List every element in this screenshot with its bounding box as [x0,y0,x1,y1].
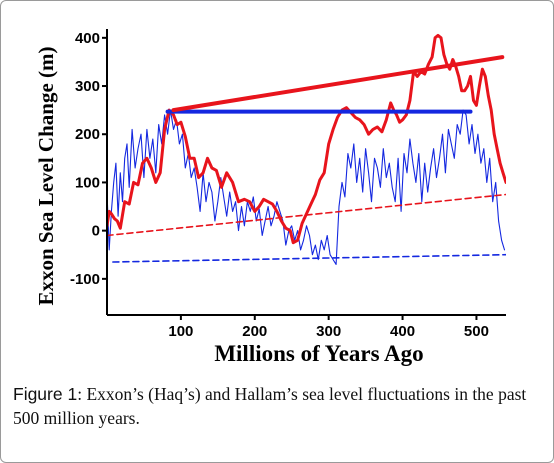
x-tick-label: 300 [316,323,341,340]
series-blue-dashed-trend [112,253,506,263]
x-tick-label: 100 [168,323,193,340]
y-tick-label: 300 [75,78,100,95]
series-layer [107,33,506,265]
figure-caption-text: : Exxon’s (Haq’s) and Hallam’s sea level… [13,384,527,428]
figure-caption: Figure 1: Exxon’s (Haq’s) and Hallam’s s… [13,382,543,430]
series-blue-solid [107,109,506,265]
x-tick-label: 500 [464,323,489,340]
y-tick-label: 100 [75,174,100,191]
y-tick-label: 200 [75,126,100,143]
x-tick-label: 400 [390,323,415,340]
y-tick-label: 0 [92,223,100,240]
axes-layer: -100 0 100 200 300 400 100 200 300 400 500 [70,29,506,340]
series-red-thick-trend [171,55,505,113]
series-red-solid [107,33,506,245]
y-axis-title: Exxon Sea Level Change (m) [34,47,58,306]
sea-level-chart: -100 0 100 200 300 400 100 200 300 400 500 Exxon S… [34,29,506,366]
y-tick-label: -100 [70,271,100,288]
x-axis-title: Millions of Years Ago [214,341,423,366]
figure-label: Figure 1 [13,384,78,404]
y-tick-label: 400 [75,30,100,47]
x-tick-label: 200 [242,323,267,340]
